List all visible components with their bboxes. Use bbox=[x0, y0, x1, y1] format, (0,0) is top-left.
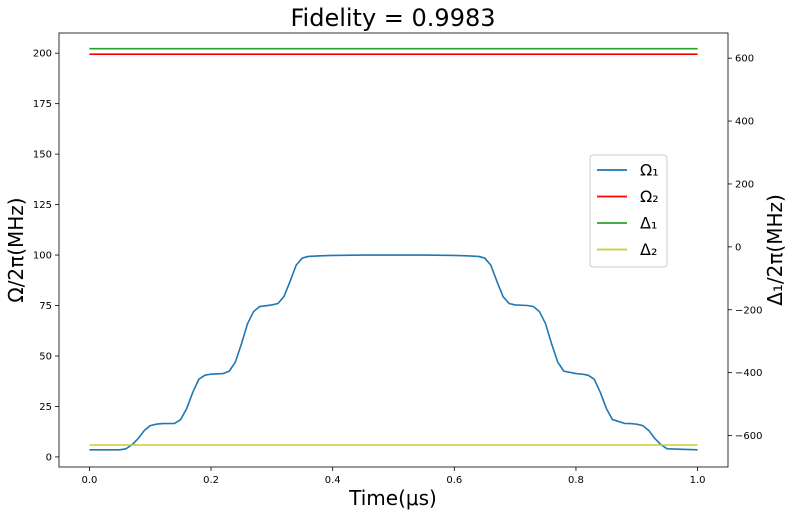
y-right-tick-label: 600 bbox=[735, 54, 754, 65]
x-tick-label: 0.0 bbox=[81, 475, 97, 486]
y-left-tick-label: 50 bbox=[39, 351, 52, 362]
y-axis-left-title: Ω/2π(MHz) bbox=[4, 197, 28, 302]
y-left-tick-label: 100 bbox=[33, 251, 52, 262]
y-right-tick-label: 0 bbox=[735, 242, 741, 253]
y-axis-right-title: Δ₁/2π(MHz) bbox=[763, 194, 787, 306]
y-right-tick-label: 400 bbox=[735, 117, 754, 128]
x-tick-label: 0.6 bbox=[446, 475, 462, 486]
y-left-tick-label: 175 bbox=[33, 99, 52, 110]
y-left-tick-label: 75 bbox=[39, 301, 52, 312]
y-left-tick-label: 25 bbox=[39, 402, 52, 413]
axes-layer: 0.0 0.2 0.4 0.6 0.8 1.0 0 25 50 75 100 125 150 175 200… bbox=[33, 49, 763, 486]
legend-label: Δ₁ bbox=[640, 214, 657, 233]
x-tick-label: 0.2 bbox=[203, 475, 219, 486]
y-right-tick-label: 200 bbox=[735, 179, 754, 190]
x-axis-title: Time(μs) bbox=[348, 486, 437, 510]
x-tick-label: 0.8 bbox=[568, 475, 584, 486]
x-tick-label: 1.0 bbox=[690, 475, 706, 486]
y-left-tick-label: 200 bbox=[33, 49, 52, 60]
chart-title: Fidelity = 0.9983 bbox=[290, 4, 495, 32]
legend-label: Ω₂ bbox=[640, 187, 659, 206]
y-left-tick-label: 0 bbox=[46, 452, 52, 463]
legend-label: Δ₂ bbox=[640, 240, 657, 259]
legend-box bbox=[589, 154, 668, 268]
x-tick-label: 0.4 bbox=[325, 475, 341, 486]
series-layer bbox=[89, 47, 698, 451]
y-right-tick-label: −600 bbox=[735, 431, 762, 442]
y-left-tick-label: 150 bbox=[33, 150, 52, 161]
y-right-tick-label: −200 bbox=[735, 305, 762, 316]
plot-area-frame bbox=[58, 32, 729, 468]
y-right-tick-label: −400 bbox=[735, 368, 762, 379]
series-line-1 bbox=[89, 254, 698, 451]
legend-label: Ω₁ bbox=[640, 161, 659, 180]
y-left-tick-label: 125 bbox=[33, 200, 52, 211]
legend: Ω₁ Ω₂ Δ₁ Δ₂ bbox=[589, 154, 668, 268]
